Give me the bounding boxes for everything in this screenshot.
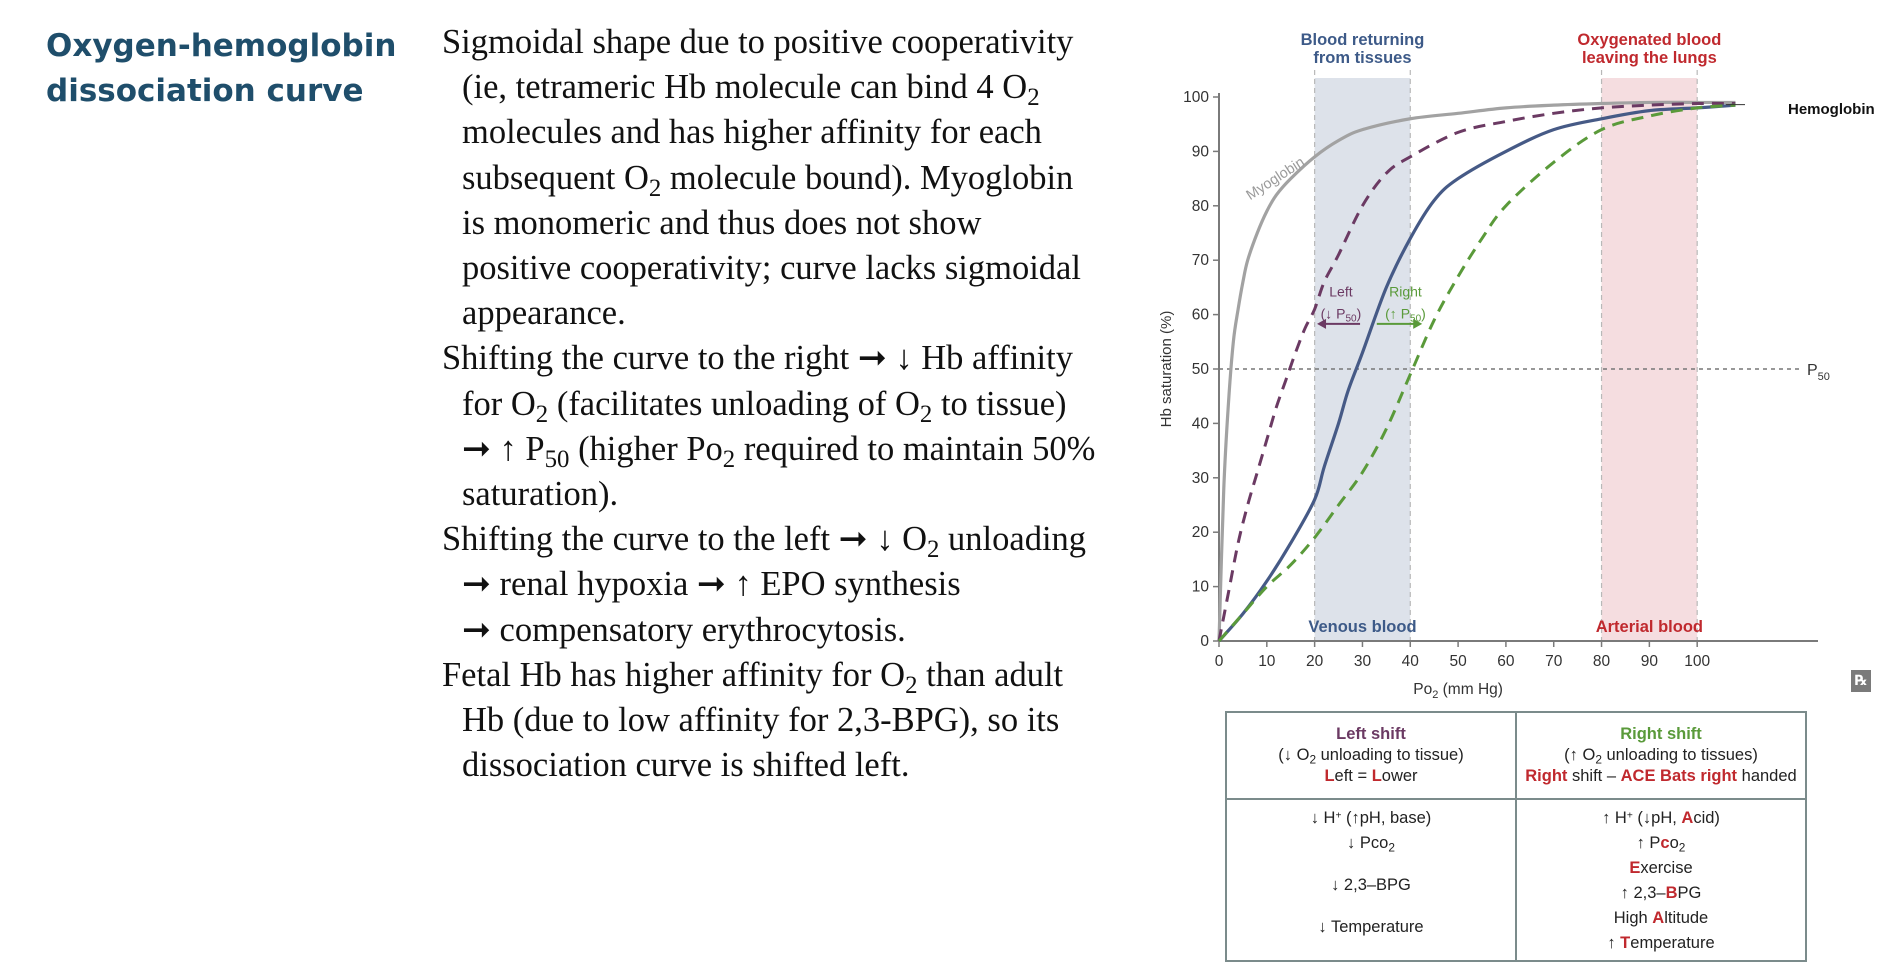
arrow-up-icon: ↑ (734, 565, 752, 604)
arrow-right-icon: ➞ (462, 610, 491, 649)
x-tick-label: 50 (1449, 653, 1467, 670)
y-tick-label: 30 (1192, 470, 1210, 487)
x-tick-label: 10 (1258, 653, 1276, 670)
x-tick-label: 60 (1497, 653, 1515, 670)
y-tick-label: 60 (1192, 307, 1210, 324)
right-shift-header: Right shift (↑ O2 unloading to tissues) … (1515, 711, 1807, 800)
heading-line-2: dissociation curve (46, 73, 364, 109)
factor-bpg: ↓ 2,3–BPG (1331, 876, 1411, 894)
y-tick-label: 40 (1192, 415, 1210, 432)
arrow-down-icon: ↓ (1283, 746, 1293, 764)
arrow-down-icon: ↓ (895, 339, 913, 378)
x-tick-label: 30 (1354, 653, 1372, 670)
left-curve (1217, 101, 1736, 642)
factor-temperature: ↓ Temperature (1318, 918, 1424, 936)
arterial-blood-top-label: Oxygenated blood (1577, 31, 1721, 49)
arrow-up-icon: ↑ (1569, 746, 1578, 764)
x-axis-label: Po2 (mm Hg) (1413, 681, 1503, 700)
arrow-right-icon: ➞ (696, 565, 726, 604)
x-tick-label: 80 (1593, 653, 1611, 670)
y-tick-label: 70 (1192, 252, 1210, 269)
right-shift-label: Right (1389, 284, 1422, 300)
arterial-blood-band (1601, 78, 1698, 641)
venous-blood-band (1314, 78, 1411, 641)
hemoglobin-curve (1217, 103, 1736, 643)
p50-label-sub: 50 (1818, 371, 1830, 383)
arrow-right-icon: ➞ (462, 429, 491, 468)
arrow-right-icon: ➞ (857, 339, 887, 378)
factor-altitude: High Altitude (1613, 909, 1709, 927)
left-arrow-head-icon (1317, 318, 1327, 329)
arrow-right-icon: ➞ (838, 520, 868, 559)
y-tick-label: 100 (1183, 89, 1209, 106)
y-tick-label: 50 (1192, 361, 1210, 378)
y-axis-label: Hb saturation (%) (1158, 311, 1175, 428)
myoglobin-curve (1217, 100, 1736, 642)
venous-blood-top-label: from tissues (1313, 49, 1411, 67)
heading-line-1: Oxygen-hemoglobin (46, 28, 397, 64)
left-shift-title: Left shift (1336, 725, 1406, 743)
y-tick-label: 0 (1200, 633, 1209, 650)
venous-blood-top-label: Blood returning (1301, 31, 1425, 49)
x-tick-label: 90 (1641, 653, 1659, 670)
factor-pco2: ↑ Pco2 (1636, 834, 1686, 855)
factor-exercise: Exercise (1629, 859, 1693, 877)
right-arrow-head-icon (1413, 318, 1423, 329)
y-tick-label: 10 (1192, 579, 1210, 596)
left-shift-factors: ↓ H+ (↑pH, base) ↓ Pco2 ↓ 2,3–BPG ↓ Temp… (1225, 798, 1517, 962)
shift-table: Left shift (↓ O2 unloading to tissue) Le… (1225, 711, 1807, 962)
venous-blood-label: Venous blood (1308, 618, 1416, 636)
x-tick-label: 70 (1545, 653, 1563, 670)
factor-h-plus: ↑ H+ (↓pH, Acid) (1602, 809, 1720, 827)
y-tick-label: 80 (1192, 198, 1210, 215)
paragraph-fetal-hb: Fetal Hb has higher affinity for O2 than… (442, 655, 1064, 785)
arrow-right-icon: ➞ (462, 565, 491, 604)
arterial-blood-label: Arterial blood (1596, 618, 1703, 636)
section-heading: Oxygen-hemoglobin dissociation curve (46, 24, 406, 114)
rx-icon: ℞ (1851, 670, 1871, 692)
right-curve (1217, 103, 1736, 642)
arterial-blood-top-label: leaving the lungs (1582, 49, 1717, 67)
factor-temperature: ↑ Temperature (1607, 934, 1715, 952)
arrow-down-icon: ↓ (876, 520, 894, 559)
paragraph-right-shift: Shifting the curve to the right ➞ ↓ Hb a… (442, 339, 1096, 514)
paragraph-left-shift: Shifting the curve to the left ➞ ↓ O2 un… (442, 520, 1087, 649)
right-shift-factors: ↑ H+ (↓pH, Acid) ↑ Pco2 Exercise ↑ 2,3–B… (1515, 798, 1807, 962)
arrow-up-icon: ↑ (499, 429, 517, 468)
left-shift-label: Left (1329, 284, 1352, 300)
y-tick-label: 20 (1192, 524, 1210, 541)
x-tick-label: 0 (1215, 653, 1224, 670)
left-shift-header: Left shift (↓ O2 unloading to tissue) Le… (1225, 711, 1517, 800)
p50-label: P50 (1807, 362, 1830, 383)
y-tick-label: 90 (1192, 143, 1210, 160)
factor-h-plus: ↓ H+ (↑pH, base) (1310, 809, 1432, 827)
x-tick-label: 20 (1306, 653, 1324, 670)
hemoglobin-label: Hemoglobin (1788, 101, 1875, 118)
factor-pco2: ↓ Pco2 (1347, 834, 1395, 855)
right-shift-title: Right shift (1620, 725, 1702, 743)
body-text: Sigmoidal shape due to positive cooperat… (442, 20, 1142, 788)
factor-bpg: ↑ 2,3–BPG (1620, 884, 1702, 902)
paragraph-sigmoidal: Sigmoidal shape due to positive cooperat… (442, 23, 1081, 333)
x-tick-label: 40 (1402, 653, 1420, 670)
x-tick-label: 100 (1684, 653, 1710, 670)
